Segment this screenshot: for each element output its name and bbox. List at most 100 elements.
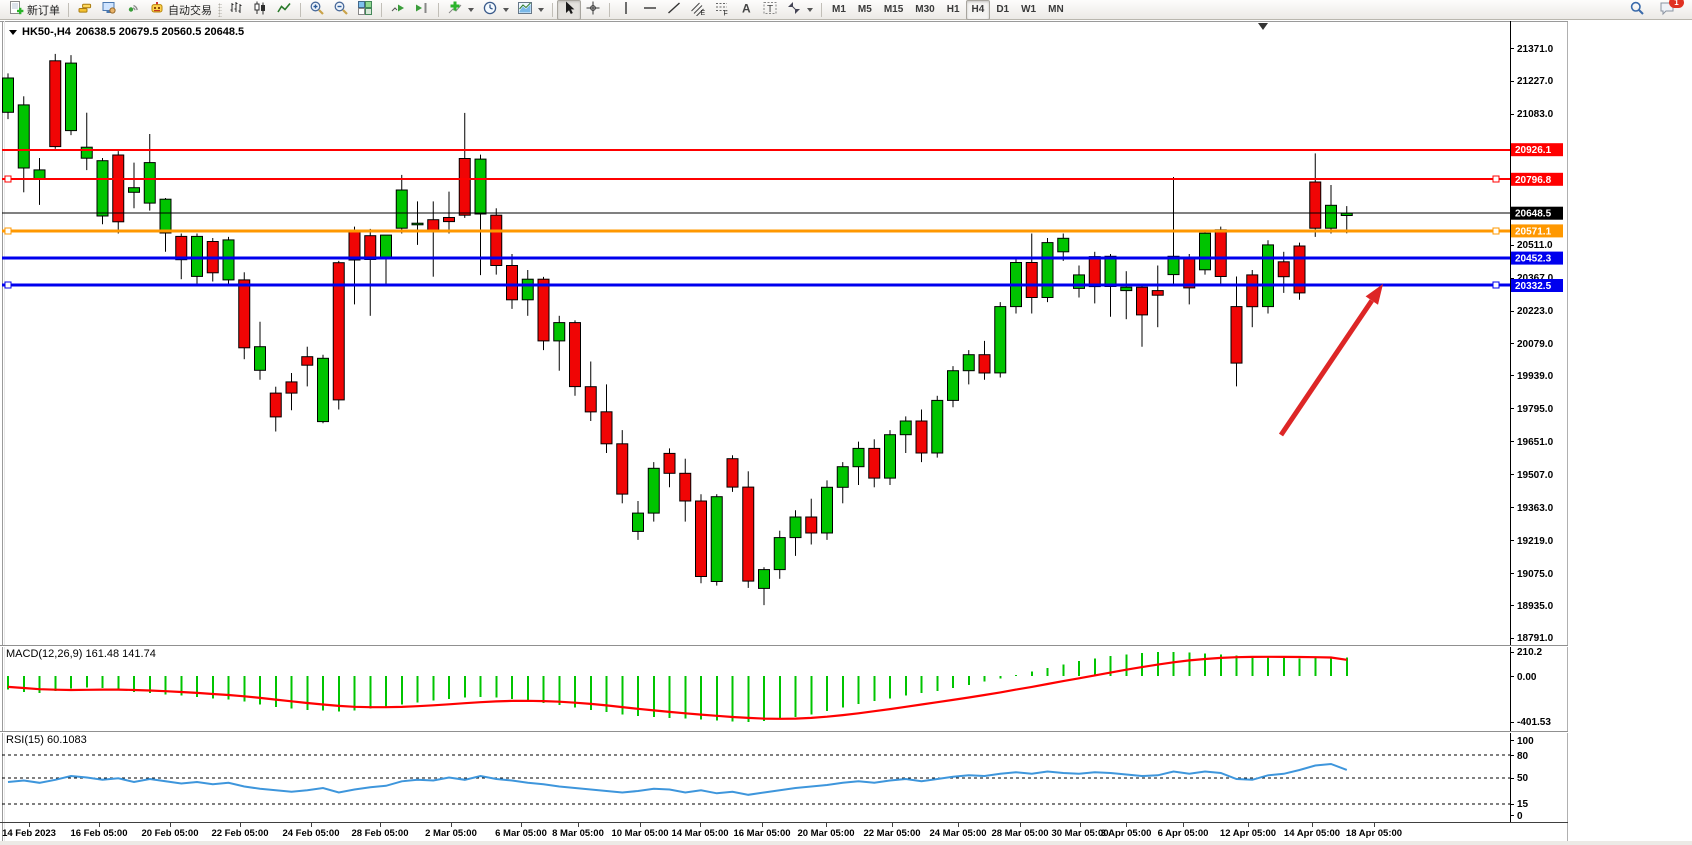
zoom-in-button[interactable]	[305, 0, 329, 20]
chart-ohlc-label: 20638.5 20679.5 20560.5 20648.5	[75, 26, 245, 38]
auto-scroll-button[interactable]	[386, 0, 410, 20]
chart-symbol-label: HK50-,H4	[22, 26, 71, 38]
date-axis[interactable]: 14 Feb 2023 16 Feb 05:00 20 Feb 05:00 22 Fe…	[2, 822, 1402, 839]
timeframe-button-M15[interactable]: M15	[883, 4, 904, 15]
hline-marker[interactable]	[1492, 175, 1500, 183]
pane-frame	[0, 21, 1568, 841]
separator	[438, 2, 439, 17]
tile-windows-button[interactable]	[353, 0, 377, 20]
timeframe-button-D1[interactable]: D1	[996, 4, 1010, 15]
zoom-out-button[interactable]	[329, 0, 353, 20]
indicators-button[interactable]	[443, 0, 478, 20]
line-chart-button[interactable]	[272, 0, 296, 20]
price-axis[interactable]: 21371.0 21227.0 21083.0 20511.0 20367.0 20223…	[1510, 44, 1563, 822]
hline-marker[interactable]	[4, 175, 12, 183]
svg-text:15: 15	[1517, 799, 1529, 810]
svg-text:3 Apr 05:00: 3 Apr 05:00	[1101, 828, 1152, 839]
svg-text:80: 80	[1517, 751, 1529, 762]
timeframe-group: M1 M5 M15 M30 H1 H4 D1 W1 MN	[826, 0, 1070, 20]
svg-text:20571.1: 20571.1	[1515, 226, 1552, 237]
macd-histogram	[7, 651, 1348, 722]
price-chart[interactable]: 21371.0 21227.0 21083.0 20511.0 20367.0 20223…	[0, 21, 1568, 841]
svg-text:14 Feb 2023: 14 Feb 2023	[2, 828, 56, 839]
svg-text:20511.0: 20511.0	[1517, 240, 1553, 251]
svg-text:24 Mar 05:00: 24 Mar 05:00	[929, 828, 986, 839]
zoom-out-icon	[333, 0, 349, 19]
signals-button[interactable]	[121, 0, 145, 20]
timeframe-button-W1[interactable]: W1	[1021, 4, 1037, 15]
rsi-indicator-label: RSI(15) 60.1083	[6, 734, 87, 746]
svg-text:16 Feb 05:00: 16 Feb 05:00	[70, 828, 127, 839]
svg-text:30 Mar 05:00: 30 Mar 05:00	[1051, 828, 1108, 839]
text-label-icon: T	[762, 0, 778, 19]
svg-text:20367.0: 20367.0	[1517, 273, 1554, 284]
hline-marker[interactable]	[4, 281, 12, 289]
toolbar: 新订单 自动交易	[0, 0, 1692, 20]
toolbar-right: 1	[1625, 0, 1688, 20]
equidistant-channel-button[interactable]: E	[686, 0, 710, 20]
svg-text:20 Mar 05:00: 20 Mar 05:00	[797, 828, 854, 839]
svg-text:16 Mar 05:00: 16 Mar 05:00	[733, 828, 790, 839]
timeframe-button-MN[interactable]: MN	[1048, 4, 1064, 15]
timeframe-button-H1[interactable]: H1	[946, 4, 960, 15]
svg-text:18791.0: 18791.0	[1517, 633, 1554, 644]
trendline-icon	[666, 0, 682, 19]
svg-text:A: A	[742, 2, 751, 16]
timeframe-button-H4[interactable]: H4	[965, 0, 991, 20]
timeframe-button-M30[interactable]: M30	[915, 4, 935, 15]
new-order-button[interactable]: 新订单	[4, 0, 64, 20]
text-button[interactable]: A	[734, 0, 758, 20]
svg-text:20796.8: 20796.8	[1515, 175, 1552, 186]
svg-text:20648.5: 20648.5	[1515, 209, 1552, 220]
chart-window[interactable]	[0, 21, 1568, 841]
svg-text:19651.0: 19651.0	[1517, 437, 1554, 448]
hline-marker[interactable]	[1492, 281, 1500, 289]
chat-button[interactable]: 1	[1655, 0, 1684, 20]
horizontal-line-button[interactable]	[638, 0, 662, 20]
chart-menu-icon	[9, 29, 17, 35]
arrows-icon	[786, 0, 802, 19]
accounts-button[interactable]	[97, 0, 121, 20]
svg-text:19795.0: 19795.0	[1517, 404, 1554, 415]
macd-signal-line	[7, 655, 1347, 720]
auto-trading-button[interactable]: 自动交易	[145, 0, 216, 20]
svg-text:20223.0: 20223.0	[1517, 306, 1554, 317]
chart-shift-button[interactable]	[410, 0, 434, 20]
templates-icon	[517, 0, 533, 19]
svg-text:14 Apr 05:00: 14 Apr 05:00	[1284, 828, 1340, 839]
svg-text:20079.0: 20079.0	[1517, 339, 1554, 350]
search-button[interactable]	[1625, 0, 1649, 20]
fibonacci-button[interactable]: F	[710, 0, 734, 20]
svg-text:19219.0: 19219.0	[1517, 536, 1554, 547]
svg-text:0: 0	[1517, 811, 1523, 822]
hline-marker[interactable]	[1492, 227, 1500, 235]
hline-marker[interactable]	[4, 227, 12, 235]
line-chart-icon	[276, 0, 292, 19]
crosshair-button[interactable]	[581, 0, 605, 20]
bar-chart-button[interactable]	[224, 0, 248, 20]
svg-text:50: 50	[1517, 773, 1529, 784]
svg-text:28 Feb 05:00: 28 Feb 05:00	[351, 828, 408, 839]
trendline-button[interactable]	[662, 0, 686, 20]
svg-text:210.2: 210.2	[1517, 647, 1542, 658]
timeframe-button-M1[interactable]: M1	[832, 4, 846, 15]
templates-button[interactable]	[513, 0, 548, 20]
vertical-line-icon	[618, 0, 634, 19]
text-label-button[interactable]: T	[758, 0, 782, 20]
candlestick-chart-button[interactable]	[248, 0, 272, 20]
periods-button[interactable]	[478, 0, 513, 20]
separator	[300, 2, 301, 17]
svg-text:19075.0: 19075.0	[1517, 569, 1554, 580]
candlestick-chart-icon	[252, 0, 268, 19]
zoom-in-icon	[309, 0, 325, 19]
arrows-button[interactable]	[782, 0, 817, 20]
timeframe-button-M5[interactable]: M5	[857, 4, 872, 15]
cursor-button[interactable]	[557, 0, 581, 20]
vertical-line-button[interactable]	[614, 0, 638, 20]
trend-arrow[interactable]	[1278, 284, 1383, 437]
new-order-label: 新订单	[27, 4, 60, 17]
dropdown-caret-icon	[538, 7, 544, 12]
chart-shift-icon	[414, 0, 430, 19]
funds-button[interactable]	[73, 0, 97, 20]
svg-text:20332.5: 20332.5	[1515, 281, 1552, 292]
